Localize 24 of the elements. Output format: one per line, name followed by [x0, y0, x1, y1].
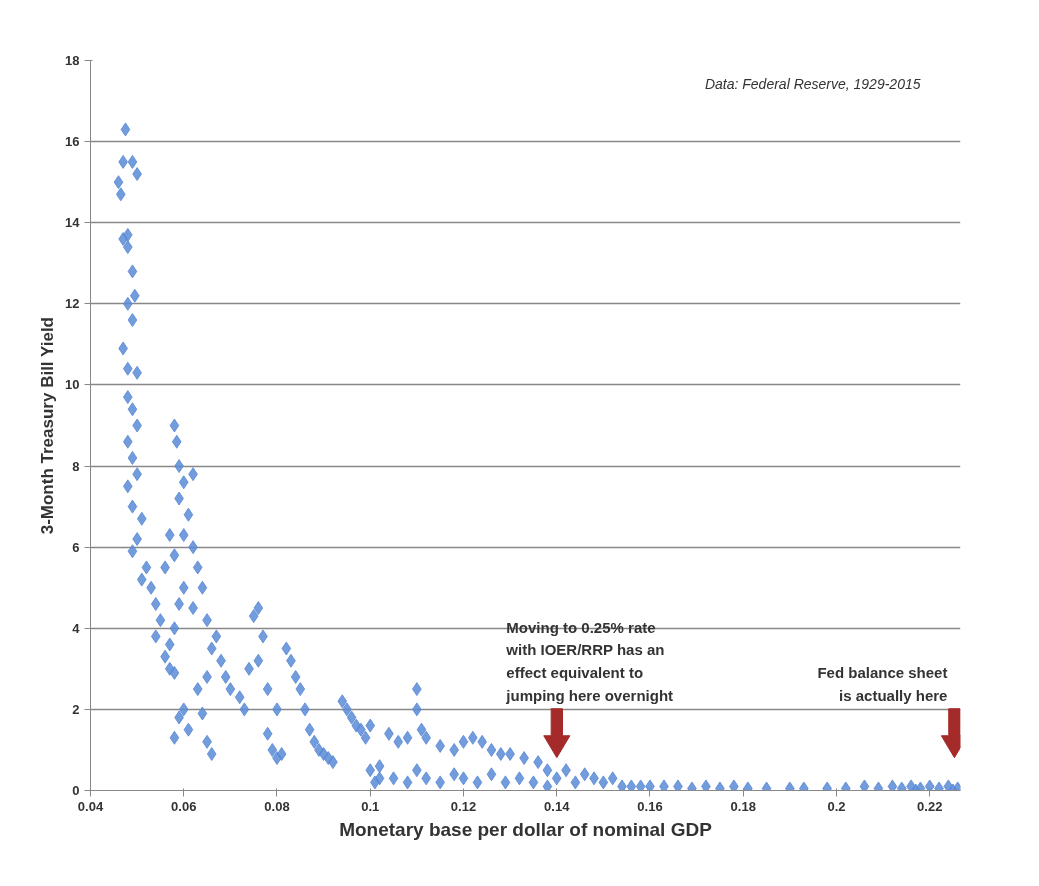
y-tick-label: 6 [72, 539, 80, 555]
y-tick-label: 4 [72, 620, 81, 636]
x-tick-label: 0.14 [544, 798, 571, 814]
y-tick-label: 16 [65, 134, 80, 150]
x-tick-label: 0.06 [171, 798, 197, 814]
x-axis-title: Monetary base per dollar of nominal GDP [339, 818, 713, 840]
y-tick-label: 18 [65, 53, 80, 68]
annotation: Data: Federal Reserve, 1929-2015 [704, 75, 921, 92]
annotation: Fed balance sheet is actually here [817, 664, 948, 705]
x-tick-label: 0.16 [637, 798, 663, 814]
y-tick-label: 8 [72, 458, 80, 474]
x-tick-label: 0.12 [450, 798, 477, 814]
x-tick-label: 0.08 [264, 798, 290, 814]
x-tick-label: 0.1 [361, 798, 380, 814]
x-tick-label: 0.18 [730, 798, 756, 814]
y-tick-label: 12 [65, 296, 80, 312]
y-tick-label: 14 [65, 215, 81, 231]
y-tick-label: 10 [65, 377, 80, 393]
y-tick-label: 0 [72, 783, 80, 798]
y-axis-title: 3-Month Treasury Bill Yield [38, 317, 58, 535]
y-tick-label: 2 [72, 701, 80, 717]
x-tick-label: 0.22 [917, 798, 943, 814]
x-tick-label: 0.2 [827, 798, 846, 814]
x-tick-label: 0.04 [77, 798, 104, 814]
